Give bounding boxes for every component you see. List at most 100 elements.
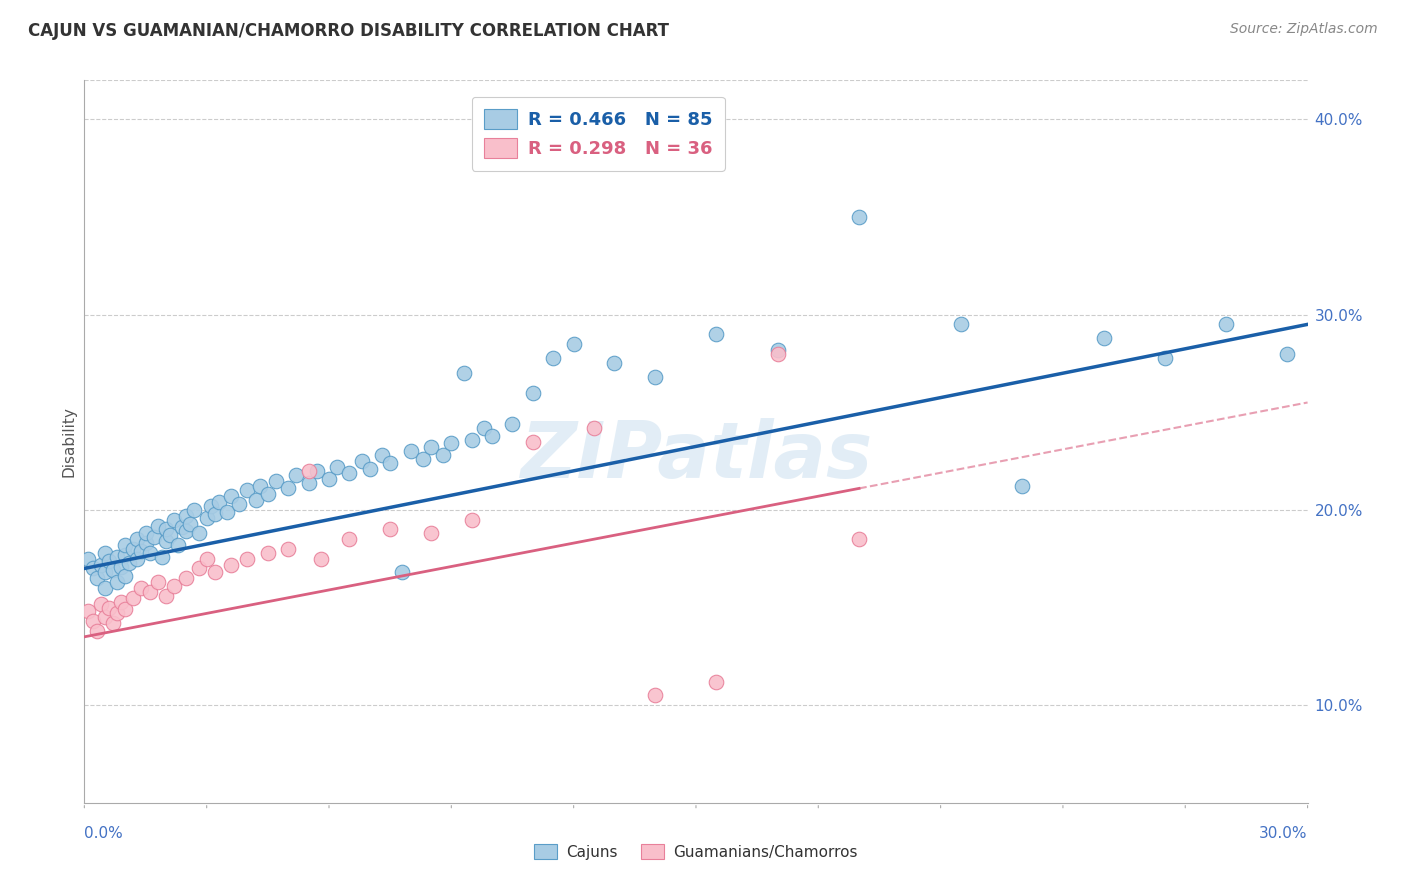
Point xyxy=(1092,331,1115,345)
Point xyxy=(522,434,544,449)
Point xyxy=(380,523,402,537)
Point xyxy=(208,495,231,509)
Point xyxy=(105,607,128,621)
Point xyxy=(127,532,149,546)
Point xyxy=(481,428,503,442)
Point xyxy=(766,343,789,357)
Point xyxy=(93,546,115,560)
Point xyxy=(350,454,373,468)
Point xyxy=(359,462,381,476)
Point xyxy=(298,464,321,478)
Point xyxy=(77,551,100,566)
Point xyxy=(110,559,132,574)
Point xyxy=(86,624,108,638)
Point xyxy=(82,561,104,575)
Point xyxy=(204,566,226,580)
Point xyxy=(204,507,226,521)
Point xyxy=(848,532,870,546)
Point xyxy=(257,546,280,560)
Point xyxy=(105,575,128,590)
Point xyxy=(155,534,177,549)
Text: CAJUN VS GUAMANIAN/CHAMORRO DISABILITY CORRELATION CHART: CAJUN VS GUAMANIAN/CHAMORRO DISABILITY C… xyxy=(28,22,669,40)
Point xyxy=(131,581,153,595)
Point xyxy=(440,436,463,450)
Point xyxy=(1154,351,1177,365)
Point xyxy=(848,210,870,224)
Text: ZIPatlas: ZIPatlas xyxy=(520,418,872,494)
Point xyxy=(1277,346,1299,360)
Point xyxy=(562,337,585,351)
Point xyxy=(228,497,250,511)
Point xyxy=(766,346,789,360)
Point xyxy=(101,616,124,631)
Point xyxy=(93,581,115,595)
Point xyxy=(305,464,328,478)
Point xyxy=(101,563,124,577)
Point xyxy=(122,591,145,605)
Point xyxy=(339,466,361,480)
Point xyxy=(1011,479,1033,493)
Point xyxy=(236,551,259,566)
Point xyxy=(200,499,222,513)
Y-axis label: Disability: Disability xyxy=(60,406,76,477)
Point xyxy=(131,544,153,558)
Point xyxy=(543,351,565,365)
Point xyxy=(420,526,443,541)
Point xyxy=(114,602,136,616)
Point xyxy=(90,597,112,611)
Point xyxy=(146,518,169,533)
Point xyxy=(195,510,218,524)
Point xyxy=(285,467,308,482)
Point xyxy=(159,528,181,542)
Point xyxy=(110,595,132,609)
Point xyxy=(93,566,115,580)
Point xyxy=(277,482,299,496)
Point xyxy=(245,493,267,508)
Point xyxy=(142,530,165,544)
Point xyxy=(155,523,177,537)
Point xyxy=(461,513,484,527)
Point xyxy=(82,614,104,628)
Point xyxy=(309,551,332,566)
Point xyxy=(114,569,136,583)
Point xyxy=(118,556,141,570)
Point xyxy=(174,571,197,585)
Point xyxy=(277,541,299,556)
Point xyxy=(187,561,209,575)
Point xyxy=(644,370,666,384)
Point xyxy=(420,441,443,455)
Point xyxy=(950,318,973,332)
Point xyxy=(412,452,434,467)
Point xyxy=(135,526,157,541)
Point xyxy=(432,448,454,462)
Point xyxy=(583,421,606,435)
Text: 30.0%: 30.0% xyxy=(1260,826,1308,841)
Point xyxy=(461,433,484,447)
Point xyxy=(706,327,728,342)
Point xyxy=(217,505,239,519)
Point xyxy=(219,558,242,572)
Legend: Cajuns, Guamanians/Chamorros: Cajuns, Guamanians/Chamorros xyxy=(527,836,865,867)
Point xyxy=(135,536,157,550)
Point xyxy=(236,483,259,498)
Point xyxy=(146,575,169,590)
Point xyxy=(219,489,242,503)
Point xyxy=(326,459,349,474)
Point xyxy=(138,546,160,560)
Point xyxy=(264,474,287,488)
Point xyxy=(150,549,173,564)
Point xyxy=(97,600,120,615)
Point xyxy=(399,444,422,458)
Point xyxy=(183,503,205,517)
Point xyxy=(86,571,108,585)
Point xyxy=(114,548,136,562)
Point xyxy=(453,366,475,380)
Point xyxy=(163,579,186,593)
Text: Source: ZipAtlas.com: Source: ZipAtlas.com xyxy=(1230,22,1378,37)
Point xyxy=(195,551,218,566)
Point xyxy=(298,475,321,490)
Point xyxy=(174,524,197,539)
Point xyxy=(644,689,666,703)
Point xyxy=(257,487,280,501)
Point xyxy=(522,385,544,400)
